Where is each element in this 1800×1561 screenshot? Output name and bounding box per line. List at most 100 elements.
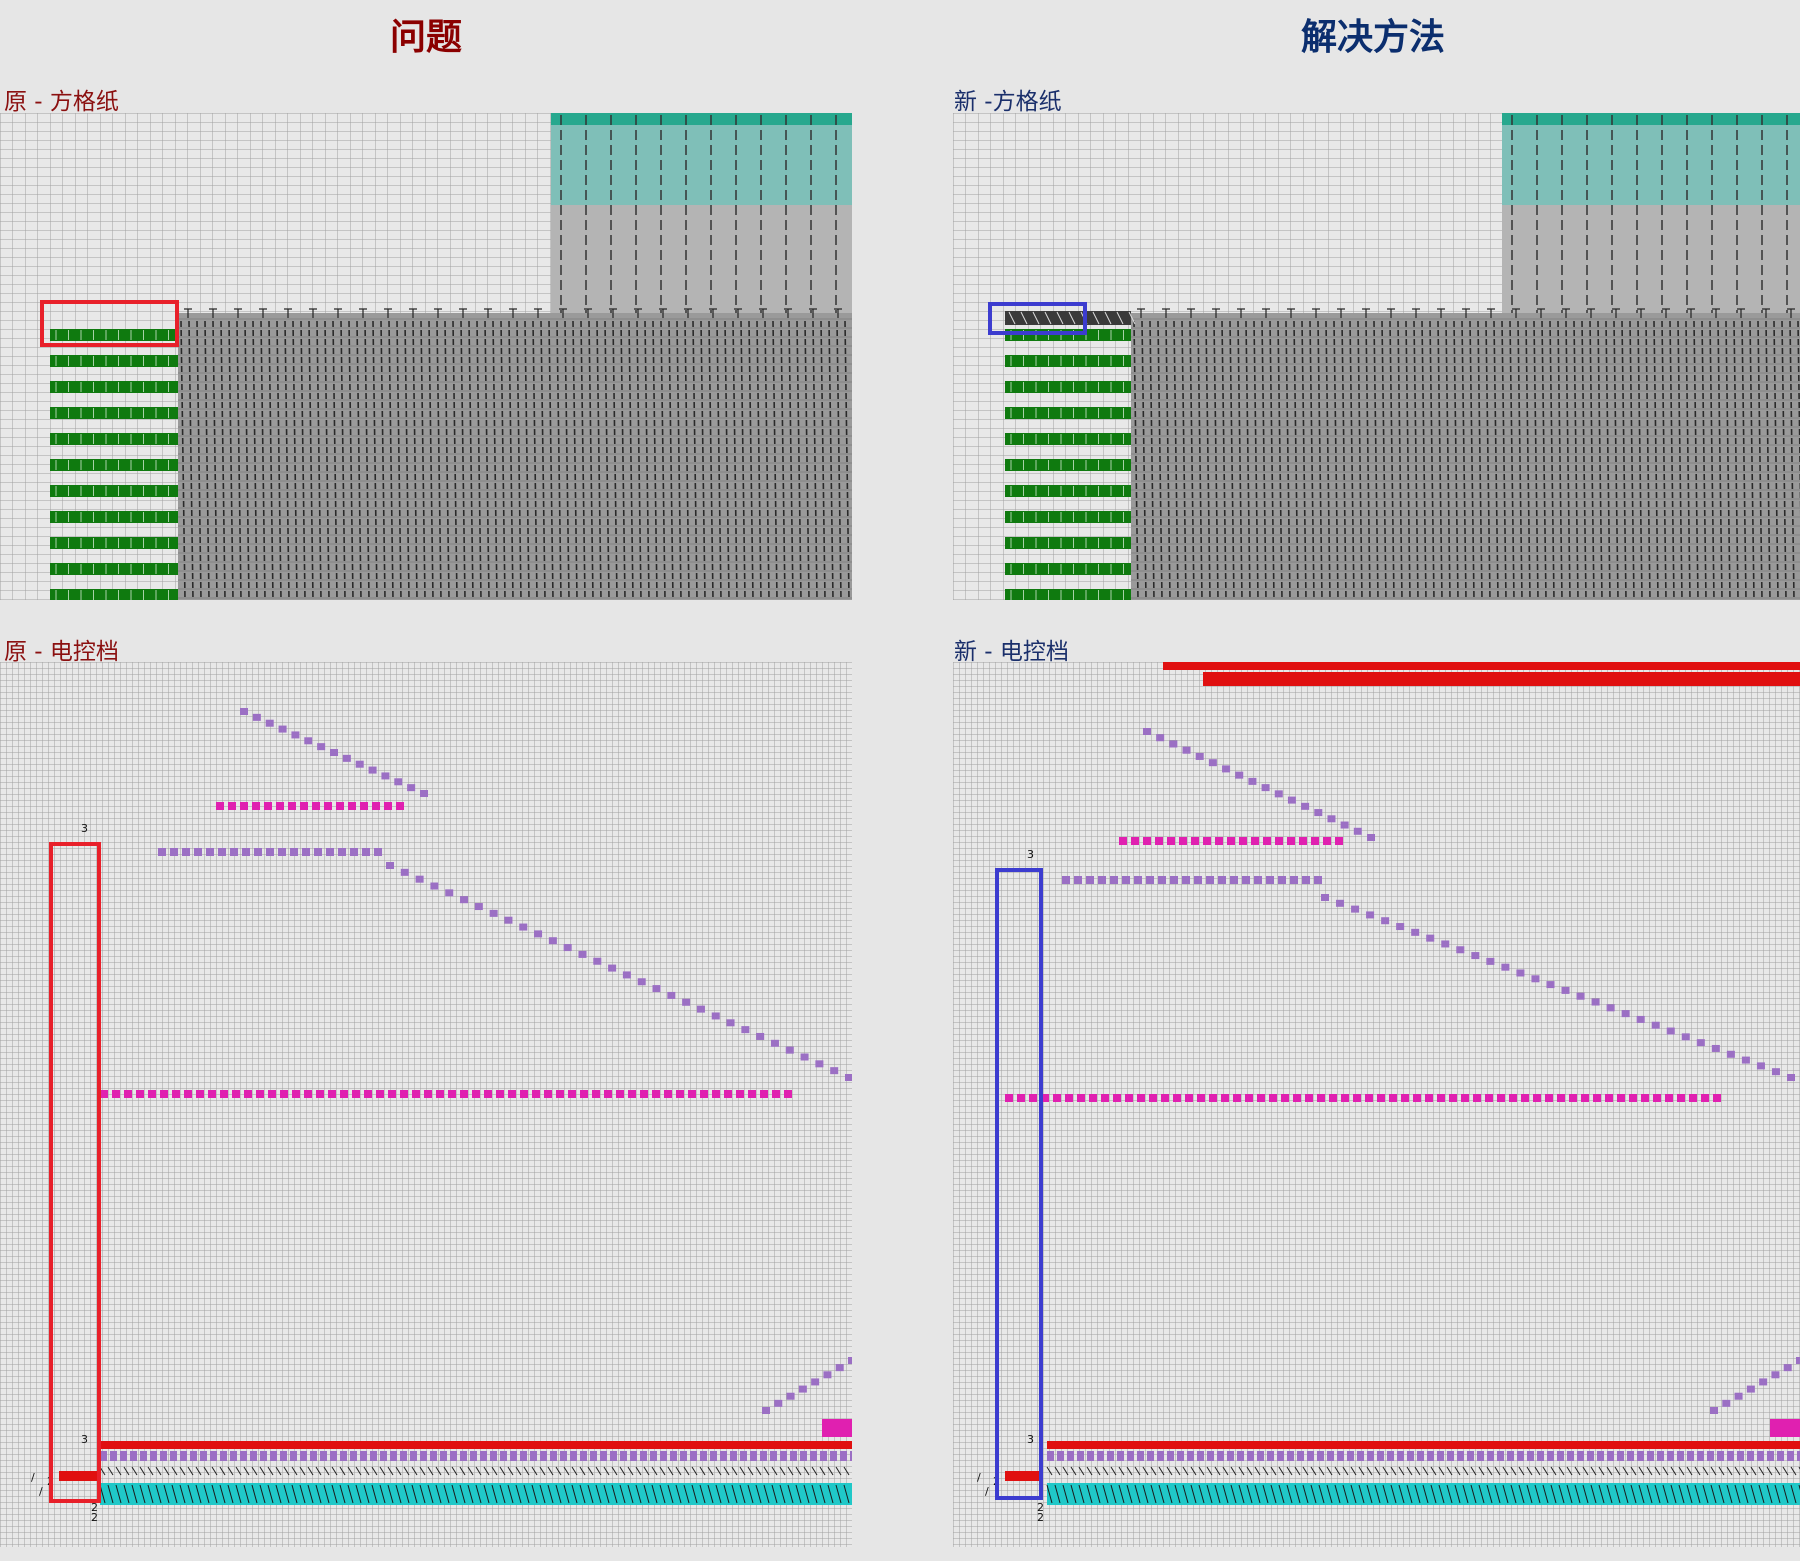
cyan-band-stroke bbox=[1510, 1484, 1517, 1504]
cyan-band-stroke bbox=[1646, 1484, 1653, 1504]
pattern-stroke bbox=[1653, 320, 1659, 600]
purple-band-cell bbox=[1067, 1451, 1074, 1461]
cyan-band-stroke bbox=[555, 1484, 562, 1504]
magenta-line bbox=[1713, 1094, 1721, 1102]
stitch-band-mark bbox=[275, 1466, 282, 1476]
purple-band-cell bbox=[1537, 1451, 1544, 1461]
cyan-band-stroke bbox=[1054, 1484, 1061, 1504]
purple-band-cell bbox=[1597, 1451, 1604, 1461]
purple-diagonal bbox=[770, 1039, 779, 1047]
pattern-stroke bbox=[660, 320, 666, 600]
green-stripe bbox=[50, 485, 178, 497]
stitch-band-mark bbox=[1334, 1466, 1341, 1476]
pattern-stroke bbox=[1589, 320, 1595, 600]
pattern-stroke bbox=[1453, 320, 1459, 600]
purple-diagonal bbox=[835, 1364, 844, 1372]
cyan-band-stroke bbox=[195, 1484, 202, 1504]
purple-line bbox=[170, 848, 178, 856]
stitch-band-mark bbox=[803, 1466, 810, 1476]
stitch-band-mark bbox=[1222, 1466, 1229, 1476]
pattern-stroke bbox=[580, 320, 586, 600]
stitch-band-mark bbox=[1646, 1466, 1653, 1476]
cyan-band-stroke bbox=[1190, 1484, 1197, 1504]
stitch-band-mark bbox=[1438, 1466, 1445, 1476]
stitch-band-mark bbox=[1158, 1466, 1165, 1476]
stitch-band-mark bbox=[403, 1466, 410, 1476]
purple-diagonal bbox=[696, 1005, 705, 1013]
cyan-band-stroke bbox=[299, 1484, 306, 1504]
purple-diagonal bbox=[1711, 1044, 1720, 1052]
cyan-band-stroke bbox=[1086, 1484, 1093, 1504]
cyan-band-stroke bbox=[283, 1484, 290, 1504]
purple-band-cell bbox=[470, 1451, 477, 1461]
magenta-line bbox=[1155, 837, 1163, 845]
magenta-line bbox=[288, 802, 296, 810]
purple-diagonal bbox=[741, 1026, 750, 1034]
cyan-band-stroke bbox=[115, 1484, 122, 1504]
cyan-band-stroke bbox=[1782, 1484, 1789, 1504]
purple-band-cell bbox=[1717, 1451, 1724, 1461]
purple-line bbox=[218, 848, 226, 856]
purple-diagonal bbox=[368, 766, 377, 774]
cyan-band-stroke bbox=[259, 1484, 266, 1504]
cyan-band-stroke bbox=[427, 1484, 434, 1504]
purple-band-cell bbox=[1407, 1451, 1414, 1461]
stitch-band-mark bbox=[739, 1466, 746, 1476]
pattern-stroke bbox=[1365, 320, 1371, 600]
magenta-line bbox=[508, 1090, 516, 1098]
purple-line bbox=[1314, 876, 1322, 884]
purple-line bbox=[302, 848, 310, 856]
cyan-band-stroke bbox=[539, 1484, 546, 1504]
purple-diagonal bbox=[1367, 834, 1375, 841]
magenta-line bbox=[348, 802, 356, 810]
marker-slash: / bbox=[977, 1471, 981, 1484]
purple-diagonal bbox=[460, 896, 469, 904]
stitch-band-mark bbox=[1246, 1466, 1253, 1476]
purple-line bbox=[1158, 876, 1166, 884]
magenta-line bbox=[700, 1090, 708, 1098]
magenta-line bbox=[328, 1090, 336, 1098]
cyan-band-stroke bbox=[1678, 1484, 1685, 1504]
modified-stripe-stroke bbox=[1044, 311, 1052, 325]
purple-band-cell bbox=[300, 1451, 307, 1461]
cyan-band-stroke bbox=[1198, 1484, 1205, 1504]
cyan-band-stroke bbox=[1502, 1484, 1509, 1504]
purple-diagonal bbox=[1486, 957, 1495, 965]
green-stripe bbox=[50, 329, 178, 341]
cyan-band-stroke bbox=[323, 1484, 330, 1504]
purple-band-cell bbox=[1347, 1451, 1354, 1461]
purple-band-cell bbox=[190, 1451, 197, 1461]
purple-diagonal bbox=[1235, 771, 1244, 779]
purple-band-cell bbox=[840, 1451, 847, 1461]
magenta-line bbox=[1509, 1094, 1517, 1102]
cyan-band-stroke bbox=[835, 1484, 842, 1504]
stitch-band-mark bbox=[355, 1466, 362, 1476]
purple-line bbox=[1170, 876, 1178, 884]
stitch-band-mark bbox=[443, 1466, 450, 1476]
purple-band-cell bbox=[530, 1451, 537, 1461]
cyan-band-stroke bbox=[1470, 1484, 1477, 1504]
pattern-stroke bbox=[1341, 320, 1347, 600]
purple-diagonal bbox=[386, 862, 394, 869]
purple-band-cell bbox=[1337, 1451, 1344, 1461]
cyan-band-stroke bbox=[707, 1484, 714, 1504]
magenta-line bbox=[1173, 1094, 1181, 1102]
magenta-line bbox=[244, 1090, 252, 1098]
purple-diagonal bbox=[1456, 946, 1465, 954]
magenta-line bbox=[340, 1090, 348, 1098]
purple-band-cell bbox=[400, 1451, 407, 1461]
purple-band-cell bbox=[1777, 1451, 1784, 1461]
pattern-stroke bbox=[644, 320, 650, 600]
purple-diagonal bbox=[1771, 1371, 1780, 1379]
cyan-band-stroke bbox=[731, 1484, 738, 1504]
purple-band-cell bbox=[1707, 1451, 1714, 1461]
pattern-stroke bbox=[220, 320, 226, 600]
cyan-band-stroke bbox=[547, 1484, 554, 1504]
magenta-line bbox=[1413, 1094, 1421, 1102]
pattern-stroke bbox=[1693, 320, 1699, 600]
stitch-band-mark bbox=[1558, 1466, 1565, 1476]
purple-band-cell bbox=[1147, 1451, 1154, 1461]
stitch-band-mark bbox=[1390, 1466, 1397, 1476]
pattern-stroke bbox=[652, 320, 658, 600]
stitch-band-mark bbox=[1326, 1466, 1333, 1476]
